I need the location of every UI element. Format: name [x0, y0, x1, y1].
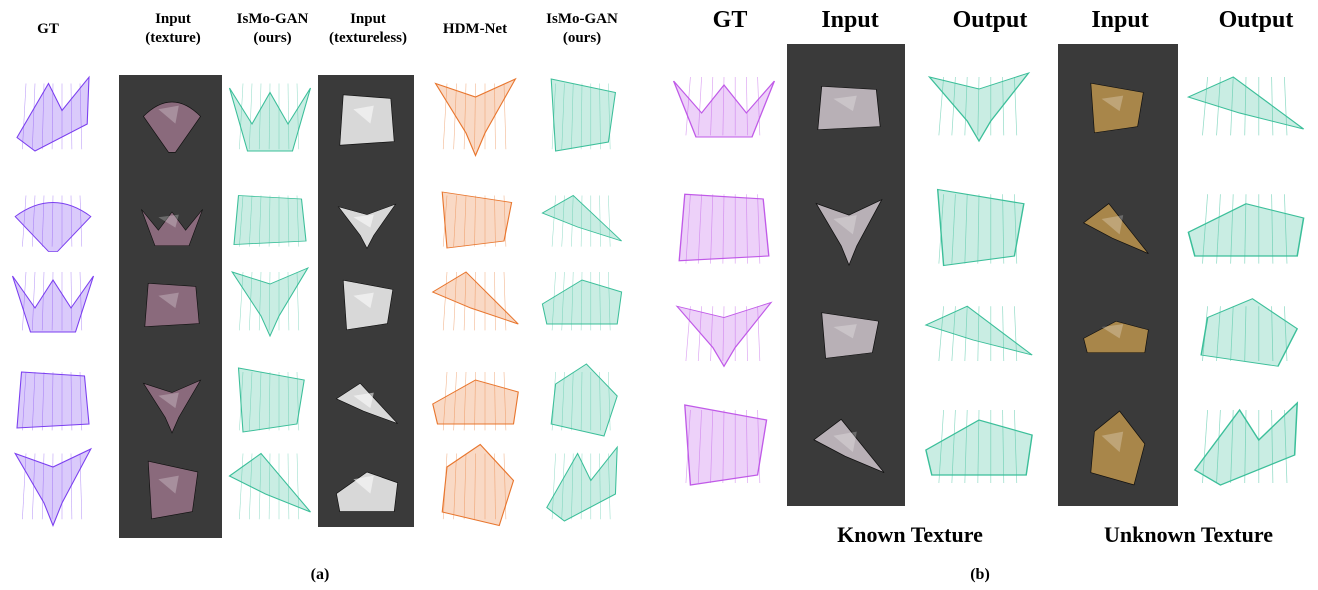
input-textureless-image-row5 — [333, 454, 401, 526]
ismo-gan-output-row5 — [225, 440, 315, 530]
known-output-row4 — [920, 395, 1038, 495]
unknown-input-image-row3 — [1080, 307, 1152, 364]
header-output-unknown: Output — [1218, 7, 1294, 33]
unknown-output-row4 — [1182, 395, 1310, 495]
caption-a: (a) — [310, 566, 330, 583]
ismo-gan-output-row3 — [225, 260, 315, 340]
known-texture-label: Known Texture — [837, 522, 983, 547]
ismo-gan-output-row4 — [225, 360, 315, 440]
input-textureless-image-row2 — [333, 199, 401, 251]
known-output-row3 — [920, 295, 1038, 370]
gt-mesh-row1 — [8, 70, 98, 160]
input-texture-image-row5 — [138, 454, 206, 526]
input-texture-image-row1 — [138, 84, 206, 156]
header-input-textureless: Input (textureless) — [328, 11, 408, 46]
gt-mesh-b-row4 — [668, 395, 780, 495]
ismo-gan-output-row1 — [225, 70, 315, 160]
caption-b: (b) — [970, 566, 990, 583]
ismo-gan-output-textureless-row1 — [538, 70, 626, 160]
known-input-image-row1 — [810, 77, 888, 139]
gt-mesh-row5 — [8, 440, 98, 530]
input-textureless-image-row1 — [333, 84, 401, 156]
hdm-net-output-row5 — [428, 440, 523, 530]
unknown-input-image-row1 — [1080, 77, 1152, 139]
header-ismo-gan-2: IsMo-GAN (ours) — [546, 11, 618, 46]
known-input-image-row4 — [810, 407, 888, 489]
header-hdm-net: HDM-Net — [442, 21, 508, 37]
ismo-gan-output-row2 — [225, 185, 315, 255]
unknown-texture-label: Unknown Texture — [1104, 522, 1273, 547]
unknown-output-row1 — [1182, 65, 1310, 145]
known-input-image-row3 — [810, 307, 888, 364]
unknown-input-image-row2 — [1080, 192, 1152, 269]
known-input-image-row2 — [810, 192, 888, 269]
gt-mesh-row3 — [8, 260, 98, 340]
input-texture-image-row3 — [138, 274, 206, 336]
input-texture-image-row4 — [138, 374, 206, 436]
header-input-unknown: Input — [1091, 7, 1149, 33]
ismo-gan-output-textureless-row2 — [538, 185, 626, 255]
header-ismo-gan: IsMo-GAN (ours) — [236, 11, 309, 46]
input-textureless-image-row3 — [333, 274, 401, 336]
unknown-input-image-row4 — [1080, 407, 1152, 489]
gt-mesh-row2 — [8, 185, 98, 255]
input-textureless-image-row4 — [333, 374, 401, 436]
input-texture-image-row2 — [138, 199, 206, 251]
known-output-row1 — [920, 65, 1038, 145]
ismo-gan-output-textureless-row5 — [538, 440, 626, 530]
hdm-net-output-row4 — [428, 360, 523, 440]
hdm-net-output-row3 — [428, 260, 523, 340]
header-input-known: Input — [821, 7, 879, 33]
header-gt-a: GT — [37, 21, 59, 37]
hdm-net-output-row1 — [428, 70, 523, 160]
header-output-known: Output — [952, 7, 1028, 33]
gt-mesh-b-row3 — [668, 295, 780, 370]
gt-mesh-row4 — [8, 360, 98, 440]
gt-mesh-b-row2 — [668, 180, 780, 275]
hdm-net-output-row2 — [428, 185, 523, 255]
ismo-gan-output-textureless-row3 — [538, 260, 626, 340]
known-output-row2 — [920, 180, 1038, 275]
unknown-output-row2 — [1182, 180, 1310, 275]
header-input-texture: Input (texture) — [145, 11, 201, 46]
unknown-output-row3 — [1182, 295, 1310, 370]
header-gt-b: GT — [712, 7, 748, 33]
ismo-gan-output-textureless-row4 — [538, 360, 626, 440]
gt-mesh-b-row1 — [668, 65, 780, 145]
